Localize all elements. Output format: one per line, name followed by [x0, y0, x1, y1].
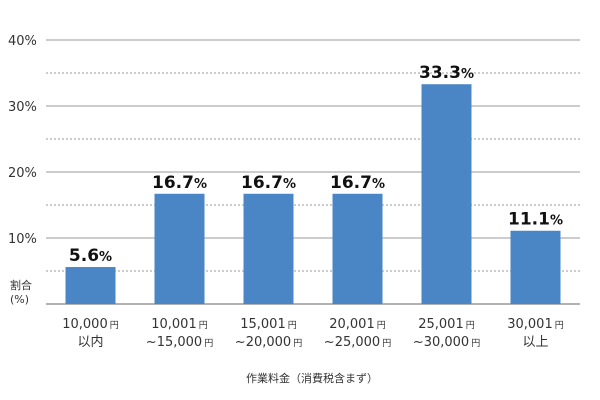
x-tick-label: 15,001 円 [240, 317, 297, 332]
data-label-unit: % [550, 214, 563, 229]
x-tick-label-line2: ~15,000 [146, 335, 202, 350]
data-label: 16.7% [330, 173, 385, 193]
data-label-unit: % [283, 177, 296, 192]
x-tick-label-unit: 円 [293, 338, 302, 349]
data-label: 16.7% [241, 173, 296, 193]
bar [332, 193, 383, 304]
x-tick-label-unit: 円 [199, 320, 208, 331]
x-tick-label: 30,001 円 [507, 317, 564, 332]
data-label-value: 16.7 [241, 173, 283, 193]
data-label-unit: % [372, 177, 385, 192]
x-tick-label-line2: ~30,000 [413, 335, 469, 350]
data-label-value: 11.1 [508, 210, 550, 230]
data-label-unit: % [194, 177, 207, 192]
bar [243, 193, 294, 304]
y-tick-label: 30% [8, 100, 37, 115]
y-axis-unit-label: (%) [10, 293, 29, 306]
y-axis-label: 割合 [10, 278, 32, 292]
data-label-value: 16.7 [152, 173, 194, 193]
x-tick-label-unit: 円 [204, 338, 213, 349]
x-tick-label-line1: 30,001 [507, 317, 553, 332]
y-tick-label: 20% [8, 166, 37, 181]
x-tick-label-line2: ~25,000 [324, 335, 380, 350]
x-tick-label-unit: 円 [382, 338, 391, 349]
x-tick-label: ~25,000 円 [324, 335, 391, 350]
x-tick-label: 以上 [522, 335, 548, 350]
data-label-unit: % [99, 250, 112, 265]
x-tick-label: ~15,000 円 [146, 335, 213, 350]
x-tick-label: 10,001 円 [151, 317, 208, 332]
x-tick-label: 以内 [77, 334, 103, 350]
data-label: 33.3% [419, 63, 474, 83]
x-tick-label: ~20,000 円 [235, 335, 302, 350]
x-tick-label-line1: 10,000 [62, 317, 108, 332]
bar [154, 193, 205, 304]
x-tick-label-unit: 円 [288, 320, 297, 331]
bar [421, 84, 472, 304]
x-tick-label-unit: 円 [110, 320, 119, 331]
x-tick-label: 10,000 円 [62, 317, 119, 332]
x-tick-label-line2: 以上 [522, 335, 548, 350]
data-label: 16.7% [152, 173, 207, 193]
x-tick-label: 20,001 円 [329, 317, 386, 332]
y-tick-label: 10% [8, 232, 37, 247]
data-label-unit: % [461, 67, 474, 82]
x-tick-label-unit: 円 [471, 338, 480, 349]
x-tick-label-line2: 以内 [77, 334, 103, 350]
bar [65, 267, 116, 304]
data-label: 11.1% [508, 210, 563, 230]
data-label: 5.6% [69, 246, 112, 266]
x-tick-label-line1: 15,001 [240, 317, 286, 332]
x-tick-label-unit: 円 [377, 320, 386, 331]
bar [510, 230, 561, 304]
data-label-value: 16.7 [330, 173, 372, 193]
x-tick-label-line1: 20,001 [329, 317, 375, 332]
x-tick-label-line1: 10,001 [151, 317, 197, 332]
x-tick-label-unit: 円 [466, 320, 475, 331]
x-tick-label-unit: 円 [555, 320, 564, 331]
x-tick-label: ~30,000 円 [413, 335, 480, 350]
data-label-value: 33.3 [419, 63, 461, 83]
x-axis-label: 作業料金（消費税含まず） [246, 371, 378, 385]
x-tick-label-line2: ~20,000 [235, 335, 291, 350]
data-label-value: 5.6 [69, 246, 99, 266]
y-tick-label: 40% [8, 34, 37, 49]
x-tick-label: 25,001 円 [418, 317, 475, 332]
x-tick-label-line1: 25,001 [418, 317, 464, 332]
